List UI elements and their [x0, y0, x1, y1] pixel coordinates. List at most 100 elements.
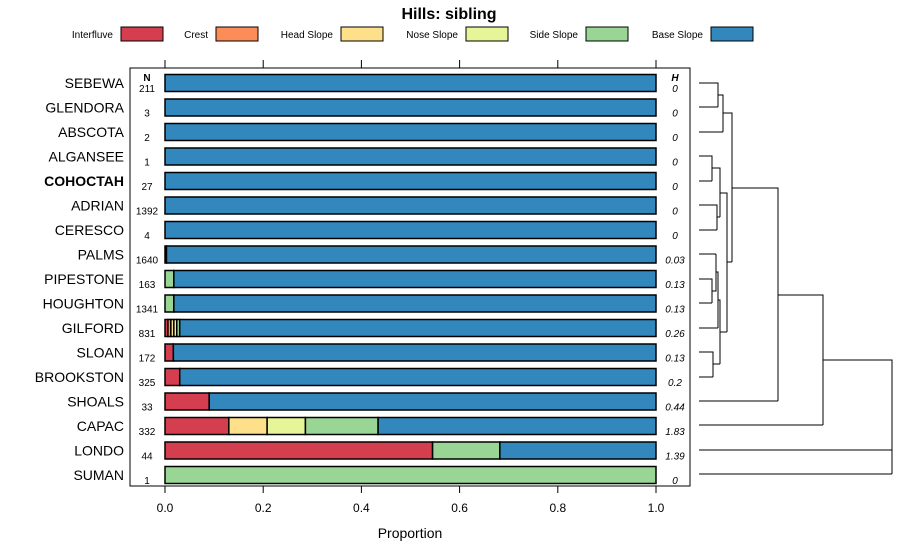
h-value: 0 [672, 476, 678, 487]
n-value: 211 [139, 84, 155, 95]
legend-label: Nose Slope [406, 30, 458, 41]
bar-segment [431, 441, 501, 460]
n-value: 325 [139, 378, 156, 389]
bar-segment [304, 416, 379, 436]
x-tick-label: 0.4 [353, 501, 370, 515]
n-value: 4 [144, 231, 150, 242]
dendrogram-branch [778, 294, 824, 425]
category-label: GLENDORA [45, 100, 124, 116]
h-value: 0 [672, 231, 678, 242]
bar-segment [164, 269, 175, 289]
bar-segment [228, 416, 268, 436]
n-value: 1 [144, 158, 150, 169]
x-tick-label: 0.6 [451, 501, 468, 515]
category-label: SEBEWA [65, 75, 125, 91]
h-value: 0 [672, 109, 678, 120]
n-value: 1 [144, 476, 150, 487]
h-value: 0 [672, 207, 678, 218]
dendrogram-branch [699, 204, 718, 230]
legend-label: Side Slope [530, 30, 579, 41]
x-tick-label: 0.2 [255, 501, 272, 515]
bar-segment [164, 441, 434, 460]
bar-segment [165, 245, 657, 264]
dendrogram-branch [699, 82, 719, 107]
dendrogram-branch [712, 167, 721, 217]
n-value: 44 [141, 452, 153, 463]
bar-segment [164, 220, 657, 240]
category-label: GILFORD [62, 320, 124, 336]
x-tick-label: 0.0 [157, 501, 174, 515]
bar-segment [178, 367, 657, 387]
bar-segment [164, 147, 657, 166]
bar-segment [164, 465, 657, 485]
bar-segment [178, 318, 657, 338]
h-value: 0.13 [665, 354, 685, 365]
dendrogram-branch [718, 299, 721, 364]
h-value: 0.44 [665, 403, 685, 414]
h-labels: 0 0 0 0 0 0 0 0.03 0.13 0.13 0.26 0.13 0.2 0.44 1.83 1.… [665, 84, 685, 487]
category-label: PALMS [78, 247, 124, 263]
n-value: 1640 [136, 256, 159, 267]
h-value: 0 [672, 84, 678, 95]
dendrogram-branch [732, 187, 779, 401]
bar-segment [499, 441, 657, 460]
h-value: 0.13 [665, 305, 685, 316]
bar-segment [173, 269, 657, 289]
n-labels: 211 3 2 1 27 1392 4 1640 163 1341 831 172 325 33 332 44… [136, 84, 159, 487]
bar-segment [164, 294, 175, 313]
legend-swatch [340, 26, 384, 42]
bar-segment [164, 392, 210, 411]
legend-label: Crest [184, 30, 208, 41]
legend-swatch [585, 26, 629, 42]
bar-segment [173, 294, 657, 313]
bar-segment [377, 416, 657, 436]
chart-title: Hills: sibling [401, 6, 496, 23]
x-axis: 0.0 0.2 0.4 0.6 0.8 1.0 [157, 486, 665, 515]
legend-label: Base Slope [652, 30, 704, 41]
h-value: 0.03 [665, 256, 685, 267]
legend: Interfluve Crest Head Slope Nose Slope Side … [72, 26, 754, 42]
category-label: HOUGHTON [43, 296, 124, 312]
n-value: 332 [139, 427, 156, 438]
dendrogram-branch [699, 155, 713, 181]
h-value: 1.39 [665, 452, 685, 463]
n-value: 1392 [136, 207, 159, 218]
dendrogram-branch [699, 351, 714, 377]
legend-label: Interfluve [72, 30, 114, 41]
legend-label: Head Slope [281, 30, 334, 41]
bar-segment [208, 392, 657, 411]
bars [164, 73, 657, 485]
bar-segment [164, 416, 230, 436]
category-label: PIPESTONE [44, 271, 124, 287]
n-value: 163 [139, 280, 156, 291]
category-label: LONDO [74, 443, 124, 459]
n-value: 172 [139, 354, 156, 365]
category-label: SUMAN [73, 467, 124, 483]
dendrogram-branch [712, 254, 717, 292]
dendrogram-branch [823, 359, 893, 450]
n-value: 1341 [136, 305, 159, 316]
dendrogram-branch [723, 112, 733, 262]
h-value: 0.2 [668, 378, 682, 389]
dendrogram-branch [716, 271, 719, 328]
legend-swatch [710, 26, 754, 42]
legend-swatch [120, 26, 164, 42]
h-value: 1.83 [665, 427, 685, 438]
n-value: 2 [144, 133, 150, 144]
n-value: 831 [139, 329, 156, 340]
category-label: SHOALS [67, 394, 124, 410]
x-axis-label: Proportion [378, 525, 443, 541]
bar-segment [164, 73, 657, 93]
category-label: SLOAN [77, 345, 124, 361]
bar-segment [164, 98, 657, 117]
h-value: 0.13 [665, 280, 685, 291]
h-header: H [671, 73, 679, 84]
bar-segment [164, 122, 657, 142]
n-value: 27 [141, 182, 153, 193]
n-header: N [143, 73, 150, 84]
dendrogram [699, 82, 893, 475]
dendrogram-branch [720, 192, 728, 332]
bar-segment [172, 343, 657, 362]
category-label: ADRIAN [71, 198, 124, 214]
